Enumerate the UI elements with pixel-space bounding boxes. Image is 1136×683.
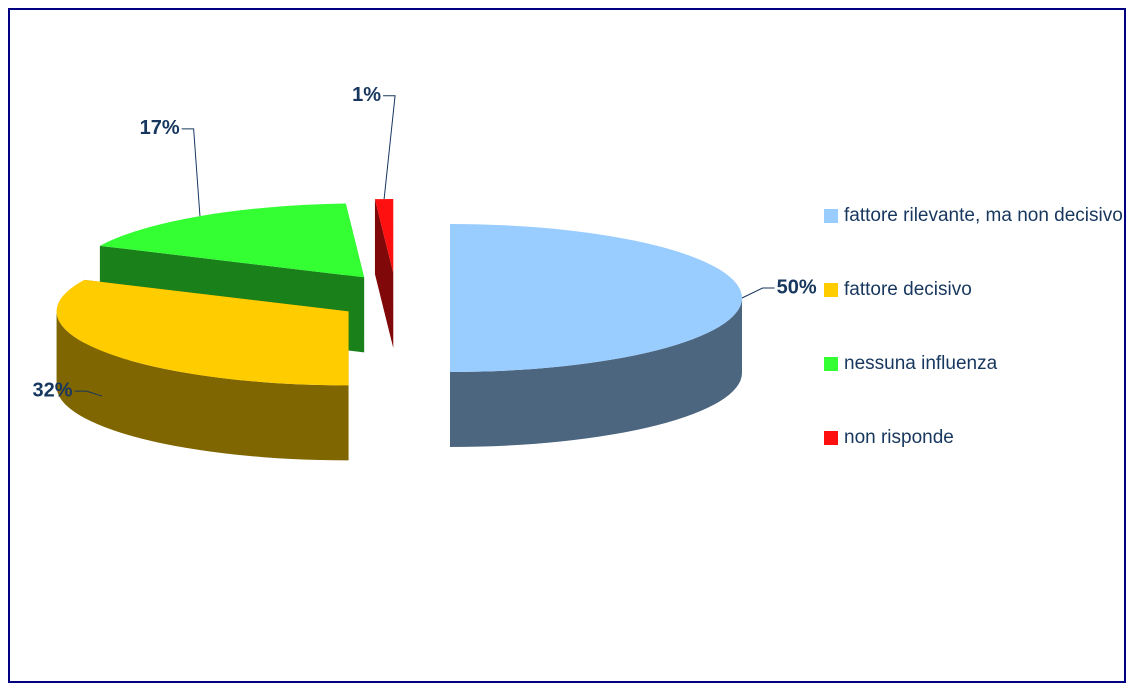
slice — [374, 199, 394, 349]
legend-swatch — [824, 283, 838, 297]
legend-swatch — [824, 357, 838, 371]
legend-label: nessuna influenza — [844, 353, 998, 374]
slice — [450, 224, 742, 447]
slice-top — [450, 224, 742, 372]
data-label: 32% — [32, 379, 72, 401]
leader-line — [74, 390, 103, 397]
leader-line — [383, 95, 396, 200]
leader-line — [181, 128, 201, 217]
slice-outer-wall — [450, 298, 742, 447]
slice-radial-wall — [374, 199, 394, 349]
slice-outer-wall — [56, 311, 349, 461]
legend-item: nessuna influenza — [822, 351, 1132, 425]
data-label: 17% — [140, 117, 180, 139]
data-label: 1% — [352, 84, 381, 106]
legend-swatch — [824, 209, 838, 223]
legend-swatch — [824, 431, 838, 445]
legend: fattore rilevante, ma non decisivo fattor… — [822, 203, 1132, 499]
legend-label: fattore decisivo — [844, 279, 972, 300]
legend-item: fattore decisivo — [822, 277, 1132, 351]
leader-line — [741, 287, 775, 299]
data-label: 50% — [777, 276, 817, 298]
slice-top — [374, 199, 394, 274]
legend-item: fattore rilevante, ma non decisivo — [822, 203, 1132, 277]
legend-label: non risponde — [844, 427, 954, 448]
slice — [56, 279, 349, 461]
legend-label: fattore rilevante, ma non decisivo — [844, 205, 1123, 226]
slice-top — [99, 203, 365, 278]
slice-top — [56, 279, 349, 386]
legend-item: non risponde — [822, 425, 1132, 499]
